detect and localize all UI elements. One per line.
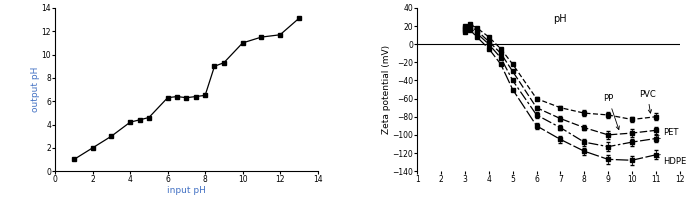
Text: PVC: PVC: [639, 90, 656, 113]
Y-axis label: Zeta potential (mV): Zeta potential (mV): [382, 45, 391, 134]
Text: HDPE: HDPE: [657, 155, 686, 166]
X-axis label: input pH: input pH: [167, 186, 206, 195]
Text: PET: PET: [657, 128, 678, 139]
Text: PP: PP: [603, 94, 620, 130]
Y-axis label: output pH: output pH: [31, 67, 40, 112]
Text: pH: pH: [553, 14, 567, 24]
